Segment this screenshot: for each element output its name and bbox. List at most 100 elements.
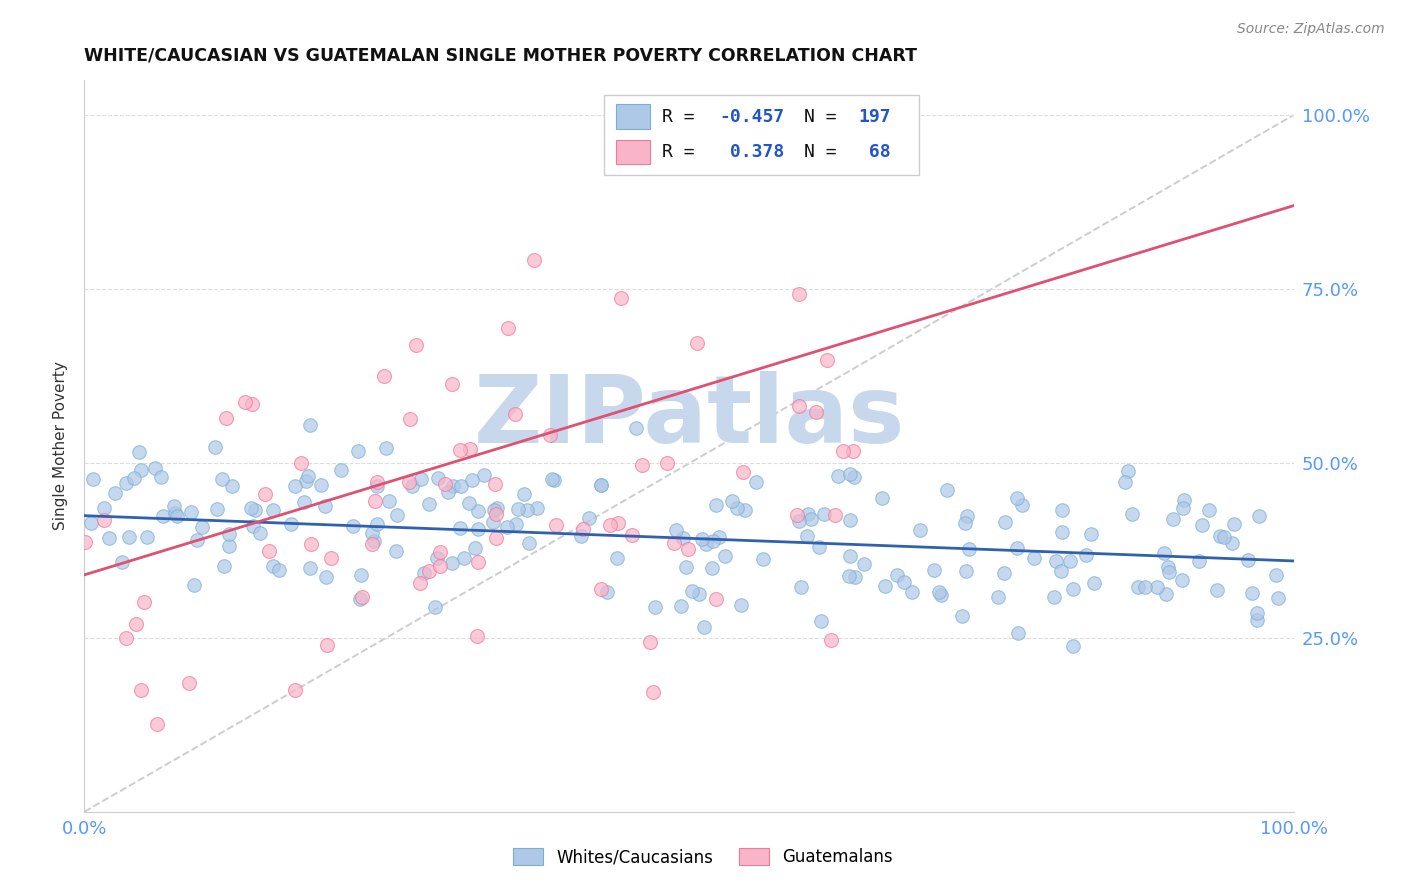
- Point: [1206, 582, 1229, 597]
- Point: [513, 486, 536, 500]
- Point: [908, 524, 931, 538]
- Point: [330, 463, 353, 477]
- Point: [361, 537, 384, 551]
- Point: [595, 585, 617, 599]
- Point: [295, 475, 318, 489]
- Point: [163, 500, 186, 514]
- Point: [423, 600, 446, 615]
- Point: [1265, 568, 1288, 582]
- Point: [839, 549, 862, 564]
- Point: [839, 467, 862, 481]
- Point: [408, 576, 430, 591]
- Point: [215, 410, 238, 425]
- Point: [474, 467, 496, 482]
- Point: [166, 508, 188, 523]
- Point: [75, 535, 97, 549]
- Point: [523, 253, 546, 268]
- Point: [1246, 607, 1268, 621]
- Text: 197: 197: [858, 108, 891, 126]
- Point: [364, 494, 387, 508]
- Point: [290, 456, 312, 470]
- Point: [1083, 576, 1105, 591]
- Point: [506, 502, 529, 516]
- Point: [820, 632, 842, 647]
- Point: [721, 494, 744, 508]
- Point: [118, 531, 141, 545]
- Point: [929, 588, 952, 602]
- Point: [150, 470, 173, 484]
- Point: [1240, 585, 1263, 599]
- Text: -0.457: -0.457: [720, 108, 785, 126]
- Point: [1213, 530, 1236, 544]
- Point: [401, 478, 423, 492]
- Point: [496, 320, 519, 334]
- Point: [924, 563, 946, 577]
- Point: [485, 531, 508, 545]
- Point: [465, 629, 488, 643]
- Point: [872, 491, 894, 505]
- Point: [572, 523, 595, 537]
- Point: [1043, 591, 1066, 605]
- Point: [1135, 581, 1157, 595]
- Point: [1121, 507, 1143, 521]
- Point: [955, 564, 977, 578]
- Point: [505, 407, 527, 421]
- Point: [243, 502, 266, 516]
- Point: [440, 376, 463, 391]
- Point: [1267, 591, 1289, 605]
- Point: [993, 566, 1015, 581]
- Point: [429, 545, 451, 559]
- Point: [688, 587, 710, 601]
- Point: [734, 502, 756, 516]
- Point: [1080, 527, 1102, 541]
- Text: Source: ZipAtlas.com: Source: ZipAtlas.com: [1237, 22, 1385, 37]
- Point: [692, 619, 714, 633]
- Point: [900, 585, 922, 599]
- Point: [242, 518, 264, 533]
- Point: [707, 531, 730, 545]
- Point: [249, 525, 271, 540]
- Point: [129, 463, 152, 477]
- Point: [569, 529, 592, 543]
- Point: [280, 516, 302, 531]
- Point: [240, 397, 263, 411]
- Y-axis label: Single Mother Poverty: Single Mother Poverty: [53, 361, 69, 531]
- Point: [1249, 509, 1271, 524]
- Point: [620, 527, 643, 541]
- Point: [453, 550, 475, 565]
- Point: [786, 508, 808, 522]
- Point: [1076, 549, 1098, 563]
- Point: [314, 499, 336, 513]
- Point: [177, 676, 200, 690]
- Point: [1173, 492, 1195, 507]
- Point: [135, 530, 157, 544]
- Point: [134, 595, 156, 609]
- Point: [399, 412, 422, 426]
- Point: [405, 338, 427, 352]
- Point: [1237, 552, 1260, 566]
- Point: [1045, 554, 1067, 568]
- Text: R =: R =: [662, 108, 706, 126]
- Point: [505, 517, 527, 532]
- Point: [955, 508, 977, 523]
- Point: [541, 472, 564, 486]
- Point: [373, 369, 395, 384]
- Point: [163, 506, 186, 520]
- Point: [1114, 475, 1136, 489]
- Point: [93, 512, 115, 526]
- Point: [987, 591, 1010, 605]
- Point: [838, 513, 860, 527]
- Point: [1116, 464, 1139, 478]
- Point: [298, 417, 321, 432]
- Point: [450, 478, 472, 492]
- Point: [204, 441, 226, 455]
- Point: [731, 465, 754, 479]
- FancyBboxPatch shape: [616, 104, 650, 129]
- Point: [1223, 517, 1246, 532]
- Point: [495, 520, 517, 534]
- Point: [80, 516, 103, 531]
- Point: [893, 575, 915, 590]
- Point: [599, 518, 621, 533]
- Text: R =: R =: [662, 143, 706, 161]
- Point: [1157, 560, 1180, 574]
